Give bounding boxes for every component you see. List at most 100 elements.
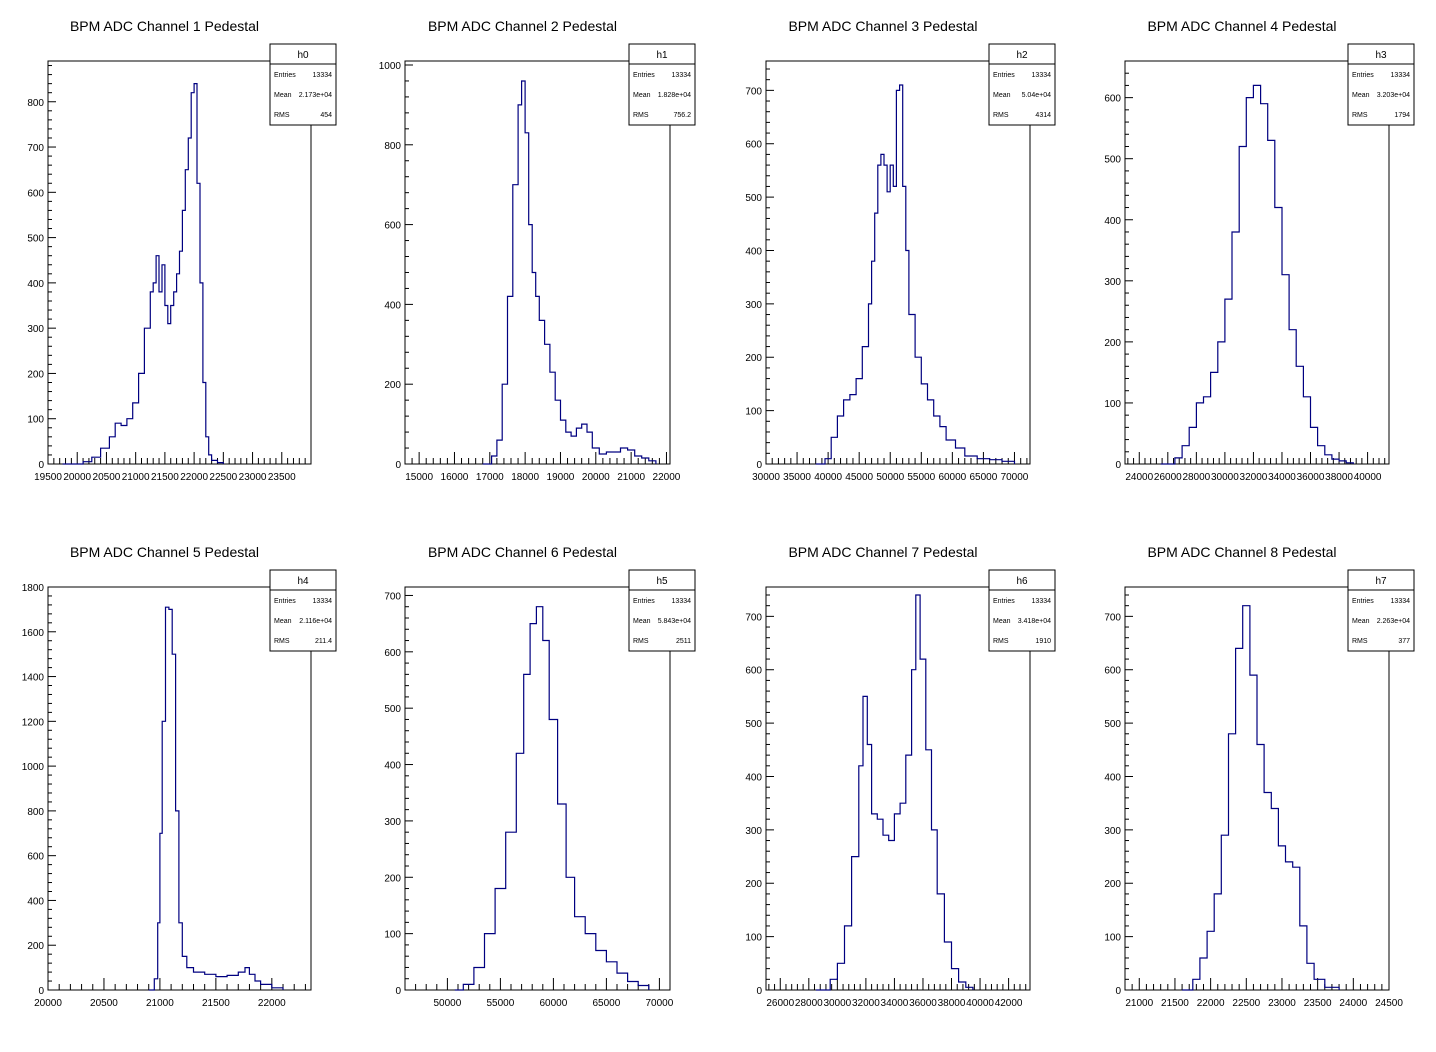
x-tick-label: 28000 <box>795 998 823 1009</box>
x-tick-label: 20500 <box>93 472 121 483</box>
plot-frame <box>765 60 1031 465</box>
histogram-series <box>148 606 284 991</box>
plot-frame <box>404 60 671 465</box>
stats-box: h1 Entries 13334 Mean 1.828e+04 RMS 756.2 <box>628 43 696 126</box>
x-tick-label: 35000 <box>783 472 811 483</box>
x-tick-label: 65000 <box>592 998 620 1009</box>
stats-label: Entries <box>993 598 1015 605</box>
stats-value: 1794 <box>1394 112 1410 119</box>
stats-box-frame <box>988 43 1056 126</box>
stats-label: RMS <box>993 112 1009 119</box>
stats-value: 3.203e+04 <box>1377 92 1410 99</box>
stats-name: h4 <box>297 576 309 587</box>
histogram-panel-5: BPM ADC Channel 5 Pedestal 20000 20500 2100… <box>22 544 337 1009</box>
x-tick-label: 42000 <box>995 998 1023 1009</box>
x-tick-label: 30000 <box>823 998 851 1009</box>
x-tick-label: 16000 <box>441 472 469 483</box>
stats-name: h5 <box>656 576 668 587</box>
stats-label: Mean <box>993 92 1011 99</box>
histogram-panel-8: BPM ADC Channel 8 Pedestal 21000 21500 2200… <box>1104 544 1415 1009</box>
y-tick-label: 500 <box>1104 719 1121 730</box>
x-tick-label: 32000 <box>1240 472 1268 483</box>
stats-value: 13334 <box>313 72 333 79</box>
y-tick-label: 200 <box>745 353 762 364</box>
y-tick-label: 0 <box>395 986 401 997</box>
histogram-series <box>482 80 657 465</box>
y-tick-label: 700 <box>27 143 44 154</box>
x-tick-label: 34000 <box>1268 472 1296 483</box>
stats-label: Mean <box>274 618 292 625</box>
stats-value: 4314 <box>1035 112 1051 119</box>
x-tick-label: 17000 <box>476 472 504 483</box>
y-tick-label: 1800 <box>22 583 45 594</box>
y-tick-label: 100 <box>384 930 401 941</box>
stats-label: RMS <box>633 638 649 645</box>
chart-title: BPM ADC Channel 3 Pedestal <box>788 18 977 34</box>
y-tick-label: 400 <box>1104 772 1121 783</box>
x-tick-label: 38000 <box>938 998 966 1009</box>
x-tick-label: 21500 <box>202 998 230 1009</box>
x-tick-label: 23000 <box>239 472 267 483</box>
stats-label: Mean <box>633 618 651 625</box>
x-tick-label: 40000 <box>966 998 994 1009</box>
stats-box-frame <box>628 43 696 126</box>
y-tick-label: 100 <box>745 407 762 418</box>
x-tick-label: 22500 <box>1232 998 1260 1009</box>
y-tick-label: 600 <box>384 648 401 659</box>
y-tick-label: 400 <box>745 772 762 783</box>
chart-title: BPM ADC Channel 5 Pedestal <box>70 544 259 560</box>
y-tick-label: 200 <box>1104 338 1121 349</box>
y-tick-label: 0 <box>1115 986 1121 997</box>
x-tick-label: 40000 <box>1354 472 1382 483</box>
stats-label: RMS <box>274 638 290 645</box>
y-tick-label: 1000 <box>379 61 402 72</box>
x-tick-label: 36000 <box>1297 472 1325 483</box>
stats-name: h0 <box>297 50 309 61</box>
stats-label: Mean <box>993 618 1011 625</box>
chart-title: BPM ADC Channel 7 Pedestal <box>788 544 977 560</box>
y-tick-label: 800 <box>27 807 44 818</box>
y-tick-label: 300 <box>1104 826 1121 837</box>
x-tick-label: 36000 <box>909 998 937 1009</box>
x-tick-label: 23500 <box>1304 998 1332 1009</box>
stats-value: 211.4 <box>315 638 332 645</box>
y-tick-label: 100 <box>1104 933 1121 944</box>
stats-name: h2 <box>1016 50 1028 61</box>
stats-box-frame <box>1347 569 1415 652</box>
x-tick-label: 26000 <box>1154 472 1182 483</box>
x-tick-label: 40000 <box>814 472 842 483</box>
stats-label: Mean <box>274 92 292 99</box>
plot-frame <box>47 60 312 465</box>
y-tick-label: 200 <box>384 380 401 391</box>
stats-box-frame <box>628 569 696 652</box>
stats-value: 377 <box>1398 638 1410 645</box>
x-tick-label: 45000 <box>845 472 873 483</box>
y-tick-label: 600 <box>745 140 762 151</box>
stats-name: h6 <box>1016 576 1028 587</box>
stats-label: RMS <box>633 112 649 119</box>
x-tick-label: 22000 <box>180 472 208 483</box>
stats-label: Entries <box>274 598 296 605</box>
histogram-series <box>62 83 224 465</box>
stats-box: h0 Entries 13334 Mean 2.173e+04 RMS 454 <box>269 43 337 126</box>
stats-value: 1910 <box>1035 638 1051 645</box>
stats-box-frame <box>988 569 1056 652</box>
stats-label: RMS <box>993 638 1009 645</box>
stats-value: 13334 <box>313 598 333 605</box>
stats-value: 13334 <box>672 72 692 79</box>
y-tick-label: 600 <box>1104 666 1121 677</box>
y-tick-label: 700 <box>384 591 401 602</box>
y-tick-label: 200 <box>745 879 762 890</box>
y-tick-label: 500 <box>745 719 762 730</box>
stats-label: Entries <box>993 72 1015 79</box>
chart-title: BPM ADC Channel 8 Pedestal <box>1147 544 1336 560</box>
y-tick-label: 100 <box>27 415 44 426</box>
x-tick-label: 24000 <box>1339 998 1367 1009</box>
histogram-series <box>1160 84 1354 465</box>
y-tick-label: 400 <box>745 246 762 257</box>
y-tick-label: 600 <box>745 666 762 677</box>
stats-value: 13334 <box>1391 598 1411 605</box>
x-tick-label: 50000 <box>433 998 461 1009</box>
stats-value: 13334 <box>1032 72 1052 79</box>
